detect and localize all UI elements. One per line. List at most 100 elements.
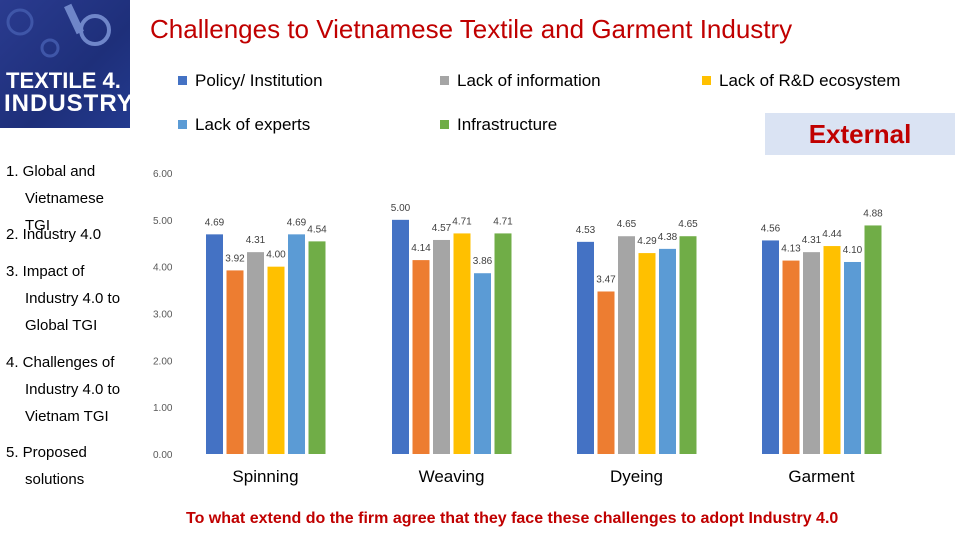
bar [494,233,512,454]
page-title: Challenges to Vietnamese Textile and Gar… [150,14,793,44]
bar [679,236,697,454]
sidebar-item-label: Industry 4.0 to [25,381,121,398]
sidebar: TEXTILE 4. INDUSTRY 1. Global and Vietna… [0,0,130,540]
sidebar-item-label: 2. Industry 4.0 [6,226,102,243]
data-label: 4.71 [493,216,513,227]
legend-label: Policy/ Institution [195,71,323,90]
y-tick-label: 6.00 [153,169,173,180]
bar [618,236,635,454]
external-label: External [808,119,912,149]
data-label: 4.14 [411,243,431,254]
sidebar-item-label: 5. Proposed [6,444,87,461]
legend-swatch [178,120,187,129]
bar [823,246,841,454]
bar [844,261,861,454]
legend-swatch [178,76,187,85]
data-label: 4.38 [658,232,678,243]
bar [803,252,820,454]
sidebar-item-label: 4. Challenges of [6,354,115,371]
bar [659,248,676,454]
sidebar-item-label: 3. Impact of [6,263,85,280]
y-tick-label: 4.00 [153,263,173,274]
bar [474,273,491,454]
legend-item-rd-ecosystem: Lack of R&D ecosystem [702,71,900,91]
chart-caption: To what extend do the firm agree that th… [186,510,839,527]
legend-item-infrastructure: Infrastructure [440,115,557,135]
bar [308,241,326,454]
bar [288,234,305,454]
data-label: 4.29 [637,236,657,247]
legend-label: Lack of information [457,71,601,90]
sidebar-item-solutions[interactable]: 5. Proposed solutions [6,439,130,493]
y-tick-label: 2.00 [153,356,173,367]
bar [247,252,264,454]
data-label: 4.31 [246,235,266,246]
bar [226,270,244,454]
textile-industry-logo: TEXTILE 4. INDUSTRY [0,0,130,128]
legend-swatch [440,76,449,85]
data-label: 4.65 [678,219,698,230]
sidebar-nav: 1. Global and Vietnamese TGI 2. Industry… [0,128,130,540]
data-label: 4.53 [576,225,596,236]
bar [864,225,882,454]
bar [453,233,471,454]
bar [782,260,800,454]
y-tick-label: 3.00 [153,310,173,321]
data-label: 3.47 [596,274,616,285]
data-label: 3.86 [473,256,493,267]
bar [597,291,615,454]
bar [638,253,656,454]
bar [577,241,594,454]
data-label: 4.69 [205,217,225,228]
external-badge: External [765,113,955,155]
data-label: 4.00 [266,250,286,261]
sidebar-item-label: 1. Global and [6,163,96,180]
sidebar-item-label: Global TGI [25,317,98,334]
robot-arm-icon [6,3,111,58]
x-category-label: Spinning [232,467,298,486]
bar [433,239,450,454]
legend-item-experts: Lack of experts [178,115,310,135]
data-label: 4.88 [863,208,883,219]
sidebar-item-label: Industry 4.0 to [25,290,121,307]
data-label: 4.54 [307,224,327,235]
legend-item-policy: Policy/ Institution [178,71,323,91]
data-label: 5.00 [391,203,411,214]
sidebar-item-industry-4[interactable]: 2. Industry 4.0 [6,221,130,248]
data-label: 4.57 [432,223,452,234]
logo-text-line1: TEXTILE 4. [6,68,121,93]
data-label: 4.69 [287,217,307,228]
legend-swatch [702,76,711,85]
data-label: 4.71 [452,216,472,227]
sidebar-item-label: solutions [25,471,85,488]
legend-label: Infrastructure [457,115,558,134]
bar [206,234,223,454]
data-label: 4.13 [781,244,801,255]
bar [762,240,779,454]
data-label: 4.44 [822,229,842,240]
bar [267,266,285,454]
legend-label: Lack of R&D ecosystem [719,71,901,90]
data-label: 4.56 [761,223,781,234]
y-tick-label: 1.00 [153,403,173,414]
x-category-label: Weaving [419,467,485,486]
y-tick-label: 5.00 [153,216,173,227]
data-label: 3.92 [225,253,245,264]
sidebar-item-challenges[interactable]: 4. Challenges of Industry 4.0 to Vietnam… [6,349,130,430]
logo-text-line2: INDUSTRY [4,90,130,117]
data-label: 4.31 [802,235,822,246]
sidebar-item-label: Vietnam TGI [25,408,109,425]
legend-label: Lack of experts [195,115,311,134]
y-tick-label: 0.00 [153,450,173,461]
sidebar-item-global-vietnamese-tgi[interactable]: 1. Global and Vietnamese TGI [6,158,130,239]
data-label: 4.10 [843,245,863,256]
sidebar-item-label: Vietnamese TGI [25,190,104,234]
data-label: 4.65 [617,219,637,230]
legend-item-information: Lack of information [440,71,601,91]
legend-swatch [440,120,449,129]
x-category-label: Dyeing [610,467,663,486]
sidebar-item-impact[interactable]: 3. Impact of Industry 4.0 to Global TGI [6,258,130,339]
x-category-label: Garment [788,467,854,486]
bar [392,219,409,454]
